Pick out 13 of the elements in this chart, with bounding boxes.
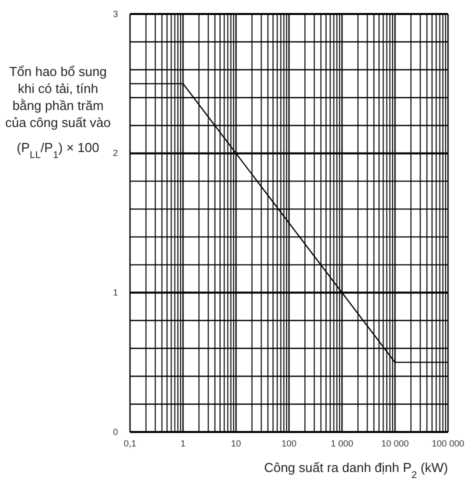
text: Tổn hao bổ sung khi có tải, tính bằng phần trăm của công suất vào (P$_{LL}$/P$_{1}$) × 100 [5,64,111,160]
x-axis-title: Công suất ra danh định P$_{2}$ (kW) [264,460,448,480]
x-tick-label: 1 000 [330,438,354,448]
x-tick-label: 10 [230,438,242,448]
x-tick-label: 0,1 [124,438,136,448]
x-tick-label: 1 [180,438,186,448]
x-tick-label: 10 000 [381,438,409,448]
y-tick-label: 0 [112,426,118,437]
x-tick-label: 100 000 [432,438,464,448]
y-tick-label: 3 [112,8,118,19]
y-tick-label: 1 [112,288,118,298]
y-tick-label: 2 [112,148,118,158]
x-tick-label: 100 [281,438,297,448]
